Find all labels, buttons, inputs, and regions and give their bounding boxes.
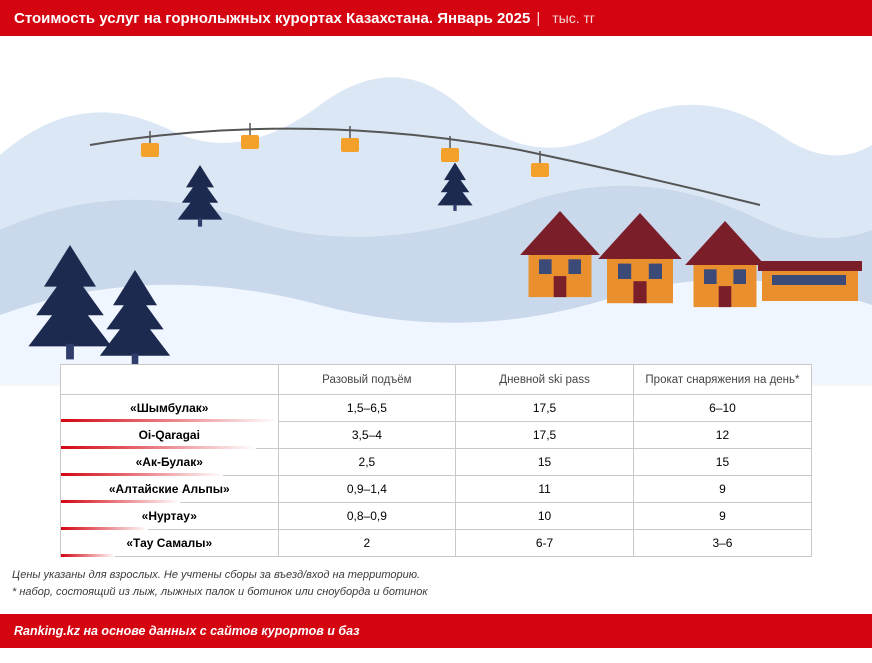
- cell-pass: 11: [456, 476, 634, 503]
- footer-text: Ranking.kz на основе данных с сайтов кур…: [14, 624, 359, 638]
- cell-pass: 10: [456, 503, 634, 530]
- cell-pass: 15: [456, 449, 634, 476]
- price-table-wrap: Разовый подъём Дневной ski pass Прокат с…: [0, 364, 872, 557]
- cell-lift: 1,5–6,5: [278, 395, 456, 422]
- price-table: Разовый подъём Дневной ski pass Прокат с…: [60, 364, 812, 557]
- table-row: «Алтайские Альпы»0,9–1,4119: [61, 476, 812, 503]
- cell-pass: 6-7: [456, 530, 634, 557]
- cell-pass: 17,5: [456, 422, 634, 449]
- cell-pass: 17,5: [456, 395, 634, 422]
- cell-name: «Алтайские Альпы»: [61, 476, 279, 503]
- table-row: «Нуртау»0,8–0,9109: [61, 503, 812, 530]
- cell-rent: 6–10: [633, 395, 811, 422]
- header-title: Стоимость услуг на горнолыжных курортах …: [14, 10, 530, 27]
- col-rent: Прокат снаряжения на день*: [633, 365, 811, 395]
- cell-rent: 3–6: [633, 530, 811, 557]
- table-row: «Тау Самалы»26-73–6: [61, 530, 812, 557]
- cell-name: «Шымбулак»: [61, 395, 279, 422]
- cell-lift: 0,8–0,9: [278, 503, 456, 530]
- cell-name: «Тау Самалы»: [61, 530, 279, 557]
- footer-bar: Ranking.kz на основе данных с сайтов кур…: [0, 614, 872, 648]
- table-row: «Ак-Булак»2,51515: [61, 449, 812, 476]
- cell-name: «Ак-Булак»: [61, 449, 279, 476]
- cell-name: «Нуртау»: [61, 503, 279, 530]
- header-unit: тыс. тг: [552, 10, 595, 26]
- ski-resort-illustration: [0, 36, 872, 386]
- header-separator: |: [536, 10, 540, 27]
- cell-lift: 0,9–1,4: [278, 476, 456, 503]
- cell-lift: 2,5: [278, 449, 456, 476]
- cell-rent: 15: [633, 449, 811, 476]
- footnote-1: Цены указаны для взрослых. Не учтены сбо…: [12, 567, 860, 584]
- table-header-row: Разовый подъём Дневной ski pass Прокат с…: [61, 365, 812, 395]
- col-name: [61, 365, 279, 395]
- col-pass: Дневной ski pass: [456, 365, 634, 395]
- cell-rent: 12: [633, 422, 811, 449]
- table-row: Oi-Qaragai3,5–417,512: [61, 422, 812, 449]
- col-lift: Разовый подъём: [278, 365, 456, 395]
- footnotes: Цены указаны для взрослых. Не учтены сбо…: [0, 557, 872, 614]
- footnote-2: * набор, состоящий из лыж, лыжных палок …: [12, 584, 860, 601]
- table-row: «Шымбулак»1,5–6,517,56–10: [61, 395, 812, 422]
- header-bar: Стоимость услуг на горнолыжных курортах …: [0, 0, 872, 36]
- cell-rent: 9: [633, 503, 811, 530]
- cell-lift: 3,5–4: [278, 422, 456, 449]
- rank-bar: [61, 554, 115, 557]
- cell-name: Oi-Qaragai: [61, 422, 279, 449]
- cell-lift: 2: [278, 530, 456, 557]
- cell-rent: 9: [633, 476, 811, 503]
